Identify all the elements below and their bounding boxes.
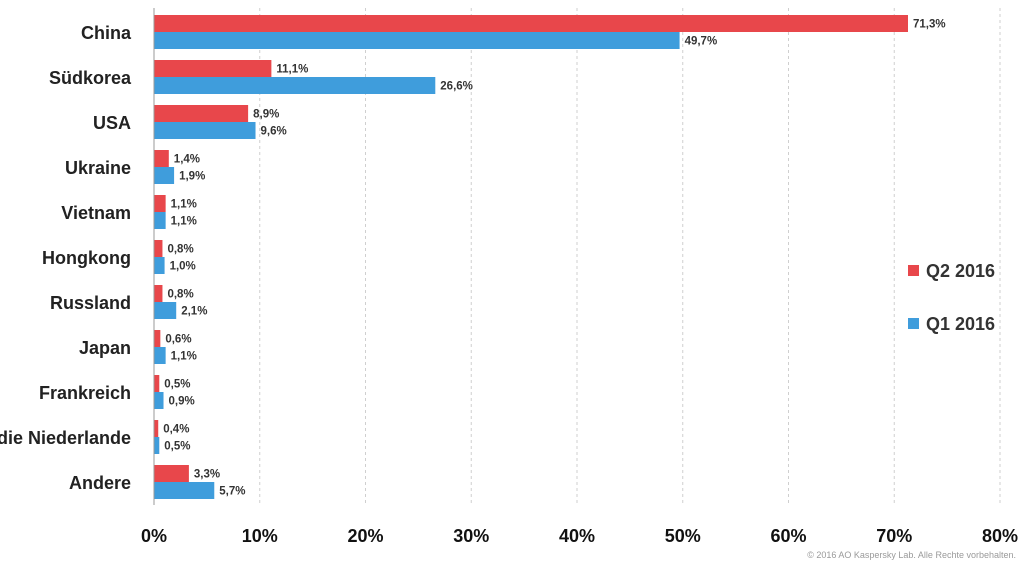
bar-q1-2016 <box>154 302 177 319</box>
category-label: China <box>81 23 132 43</box>
data-label: 26,6% <box>440 81 473 93</box>
x-tick-label: 70% <box>876 526 912 546</box>
legend-label: Q2 2016 <box>926 261 995 281</box>
data-label: 8,9% <box>253 109 279 121</box>
data-label: 0,5% <box>164 441 190 453</box>
bar-q2-2016 <box>154 465 189 482</box>
bars <box>154 15 908 499</box>
x-axis: 0% 10% 20% 30% 40% 50% 60% 70% 80% <box>141 8 1018 546</box>
data-label: 1,4% <box>174 154 200 166</box>
data-label: 1,0% <box>170 261 196 273</box>
grid <box>259 8 1001 505</box>
data-label: 49,7% <box>685 36 718 48</box>
category-label: Frankreich <box>39 383 131 403</box>
legend-swatch <box>908 265 919 276</box>
x-tick-label: 30% <box>453 526 489 546</box>
category-label: Andere <box>69 473 131 493</box>
category-label: die Niederlande <box>0 428 131 448</box>
data-label: 1,1% <box>171 199 197 211</box>
x-tick-label: 10% <box>242 526 278 546</box>
bar-q2-2016 <box>154 285 163 302</box>
x-tick-label: 40% <box>559 526 595 546</box>
bar-q1-2016 <box>154 167 175 184</box>
data-label: 0,8% <box>167 244 193 256</box>
bar-q2-2016 <box>154 420 159 437</box>
category-label: Vietnam <box>61 203 131 223</box>
data-label: 1,9% <box>179 171 205 183</box>
x-tick-label: 60% <box>770 526 806 546</box>
data-label: 2,1% <box>181 306 207 318</box>
x-tick-label: 0% <box>141 526 167 546</box>
data-label: 0,6% <box>165 334 191 346</box>
data-label: 0,4% <box>163 424 189 436</box>
data-label: 9,6% <box>261 126 287 138</box>
bar-q1-2016 <box>154 437 160 454</box>
bar-q2-2016 <box>154 60 272 77</box>
bar-q1-2016 <box>154 482 215 499</box>
bar-q1-2016 <box>154 122 256 139</box>
bar-q2-2016 <box>154 330 161 347</box>
bar-q1-2016 <box>154 392 164 409</box>
data-label: 0,8% <box>167 289 193 301</box>
data-label: 71,3% <box>913 19 946 31</box>
bar-q2-2016 <box>154 15 908 32</box>
category-label: Südkorea <box>49 68 132 88</box>
category-label: Russland <box>50 293 131 313</box>
bar-q2-2016 <box>154 105 249 122</box>
bar-q1-2016 <box>154 347 166 364</box>
data-label: 11,1% <box>276 64 308 76</box>
bar-q2-2016 <box>154 240 163 257</box>
bar-q1-2016 <box>154 257 165 274</box>
legend-swatch <box>908 318 919 329</box>
data-label: 1,1% <box>171 351 197 363</box>
data-label: 5,7% <box>219 486 245 498</box>
data-label: 1,1% <box>171 216 197 228</box>
data-label: 3,3% <box>194 469 220 481</box>
data-label: 0,5% <box>164 379 190 391</box>
bar-q2-2016 <box>154 150 169 167</box>
category-label: Ukraine <box>65 158 131 178</box>
x-tick-label: 80% <box>982 526 1018 546</box>
category-label: Japan <box>79 338 131 358</box>
x-tick-label: 50% <box>665 526 701 546</box>
legend-label: Q1 2016 <box>926 314 995 334</box>
data-label: 0,9% <box>169 396 195 408</box>
bar-q1-2016 <box>154 32 680 49</box>
bar-q1-2016 <box>154 212 166 229</box>
category-label: USA <box>93 113 131 133</box>
labels: China 71,3% 49,7% Südkorea 11,1% 26,6% USA 8,9%… <box>0 19 946 498</box>
x-tick-label: 20% <box>347 526 383 546</box>
bar-q2-2016 <box>154 195 166 212</box>
copyright-notice: © 2016 AO Kaspersky Lab. Alle Rechte vor… <box>807 550 1016 560</box>
category-label: Hongkong <box>42 248 131 268</box>
bar-q2-2016 <box>154 375 160 392</box>
legend: Q2 2016 Q1 2016 <box>908 261 995 334</box>
bar-q1-2016 <box>154 77 436 94</box>
